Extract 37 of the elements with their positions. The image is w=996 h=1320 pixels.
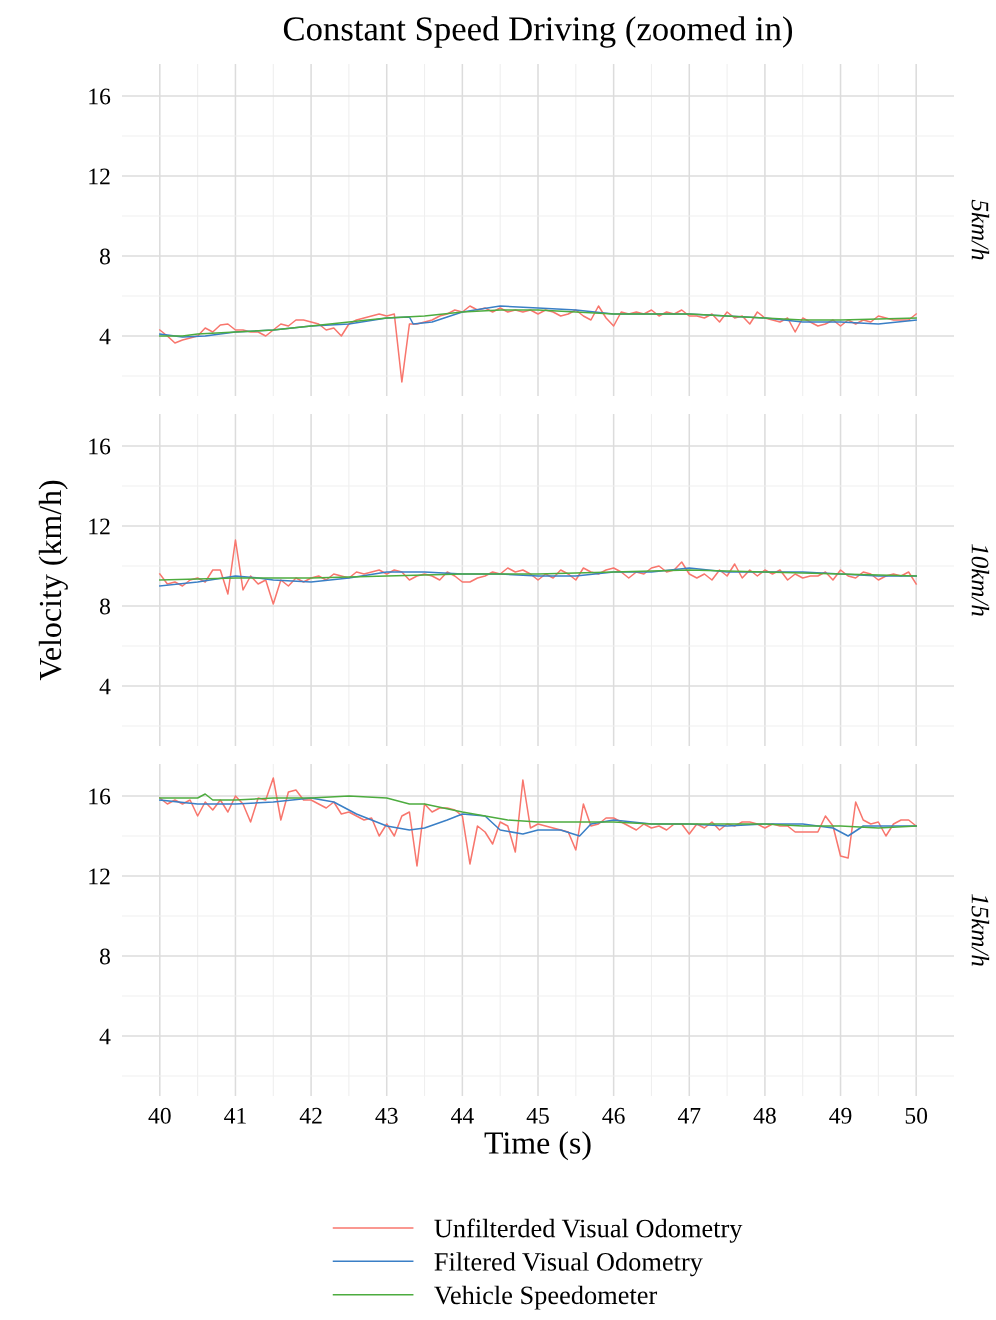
y2-axis-title: 10km/h	[971, 544, 990, 616]
y-tick-label: 4	[99, 1028, 111, 1045]
y-tick-label: 16	[89, 438, 111, 455]
y-tick-label: 8	[99, 248, 110, 265]
y-tick-label: 16	[89, 788, 111, 805]
x-tick-label: 46	[602, 1107, 625, 1124]
y2-axis-title: 5km/h	[971, 199, 990, 260]
line-series	[159, 777, 917, 867]
y-tick-label: 8	[99, 948, 110, 965]
x-tick-label: 42	[299, 1107, 322, 1124]
line-series	[159, 569, 917, 581]
x-tick-label: 49	[829, 1107, 852, 1124]
y-tick-label: 8	[99, 598, 110, 615]
x-tick-label: 50	[905, 1107, 928, 1124]
y-axis-title: Velocity (km/h)	[38, 480, 68, 681]
legend-label: Filtered Visual Odometry	[434, 1252, 703, 1277]
legend-label: Unfilterded Visual Odometry	[434, 1218, 743, 1243]
x-tick-label: 40	[148, 1107, 171, 1124]
x-tick-label: 45	[526, 1107, 549, 1124]
x-tick-label: 44	[451, 1107, 474, 1124]
y-tick-label: 16	[89, 88, 111, 105]
legend-label: Vehicle Speedometer	[434, 1285, 658, 1310]
line-series	[159, 305, 917, 383]
line-series	[159, 539, 917, 605]
y-tick-label: 12	[89, 518, 110, 535]
y-tick-label: 4	[99, 328, 111, 345]
line-series	[159, 793, 917, 829]
x-axis-title: Time (s)	[484, 1131, 591, 1161]
y-tick-label: 12	[89, 168, 110, 185]
x-tick-label: 43	[375, 1107, 398, 1124]
x-tick-label: 41	[224, 1107, 246, 1124]
x-tick-label: 47	[677, 1107, 701, 1124]
chart-title: Constant Speed Driving (zoomed in)	[283, 16, 793, 48]
y-tick-label: 12	[89, 868, 110, 885]
y-tick-label: 4	[99, 678, 111, 695]
y2-axis-title: 15km/h	[971, 894, 990, 966]
x-tick-label: 48	[753, 1107, 776, 1124]
